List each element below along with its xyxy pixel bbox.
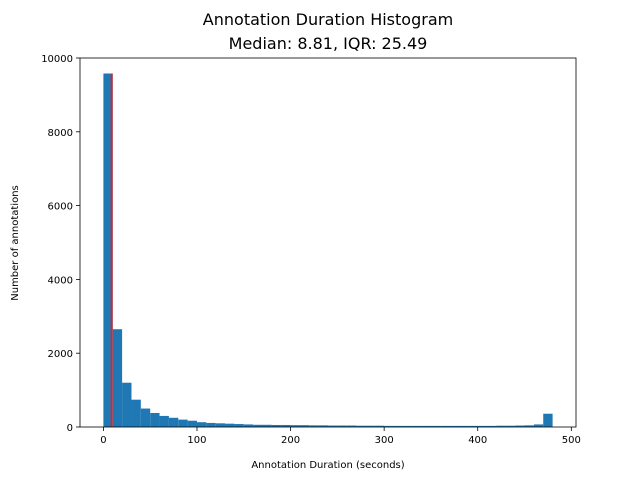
histogram-bar xyxy=(309,425,319,427)
histogram-bar xyxy=(122,382,132,427)
y-tick-label: 10000 xyxy=(41,54,73,65)
histogram-bar xyxy=(337,425,347,427)
histogram-bar xyxy=(515,425,525,427)
histogram-bar xyxy=(449,425,460,427)
histogram-bar xyxy=(487,425,497,427)
histogram-bar xyxy=(459,425,469,427)
histogram-bar xyxy=(150,412,160,427)
y-axis-ticks: 0 2000 4000 6000 8000 10000 xyxy=(41,54,80,434)
y-axis-label: Number of annotations xyxy=(10,185,21,301)
histogram-bar xyxy=(365,425,375,427)
histogram-bar xyxy=(159,415,169,427)
histogram-bar xyxy=(374,425,385,427)
histogram-bar xyxy=(440,425,450,427)
histogram-bar xyxy=(187,420,197,427)
plot-frame xyxy=(79,57,577,428)
histogram-bar xyxy=(384,425,394,427)
x-tick-label: 100 xyxy=(187,435,206,446)
histogram-bar xyxy=(215,423,226,427)
histogram-bar xyxy=(271,424,282,427)
y-tick-label: 2000 xyxy=(48,349,73,360)
histogram-bar xyxy=(112,329,123,427)
histogram-bar xyxy=(131,399,141,427)
bars-group xyxy=(103,73,553,428)
y-tick-label: 6000 xyxy=(48,202,73,213)
histogram-bar xyxy=(196,422,207,427)
histogram-bar xyxy=(430,425,441,427)
chart-title: Annotation Duration Histogram xyxy=(203,10,453,29)
histogram-bar xyxy=(477,425,488,427)
histogram-bar xyxy=(496,425,506,427)
histogram-bar xyxy=(178,419,188,427)
histogram-bar xyxy=(524,425,534,427)
x-tick-label: 300 xyxy=(375,435,394,446)
histogram-bar xyxy=(402,425,413,427)
histogram-bar xyxy=(234,424,244,427)
histogram-bar xyxy=(140,408,151,427)
x-axis-label: Annotation Duration (seconds) xyxy=(251,460,404,471)
histogram-bar xyxy=(290,425,300,427)
chart-subtitle: Median: 8.81, IQR: 25.49 xyxy=(229,34,428,53)
histogram-bar xyxy=(299,425,310,427)
histogram-bar xyxy=(505,425,516,427)
histogram-bar xyxy=(356,425,366,427)
histogram-bar xyxy=(103,73,113,428)
histogram-bar xyxy=(281,424,291,427)
histogram-bar xyxy=(318,425,328,427)
histogram-bar xyxy=(543,413,553,427)
x-axis-ticks: 0 100 200 300 400 500 xyxy=(100,427,581,446)
x-tick-label: 500 xyxy=(562,435,581,446)
x-tick-label: 0 xyxy=(100,435,106,446)
histogram-bar xyxy=(412,425,422,427)
histogram-bar xyxy=(225,423,235,427)
histogram-bar xyxy=(533,424,544,427)
y-tick-label: 4000 xyxy=(48,275,73,286)
histogram-bar xyxy=(393,425,403,427)
histogram-bar xyxy=(243,424,254,427)
histogram-bar xyxy=(206,422,216,427)
histogram-bar xyxy=(346,425,357,427)
x-tick-label: 400 xyxy=(468,435,487,446)
histogram-bar xyxy=(262,424,272,427)
histogram-bar xyxy=(253,424,263,427)
x-tick-label: 200 xyxy=(281,435,300,446)
histogram-bar xyxy=(421,425,431,427)
y-tick-label: 0 xyxy=(67,423,73,434)
histogram-bar xyxy=(168,417,179,427)
histogram-bar xyxy=(328,425,338,427)
y-tick-label: 8000 xyxy=(48,128,73,139)
histogram-bar xyxy=(468,425,478,427)
